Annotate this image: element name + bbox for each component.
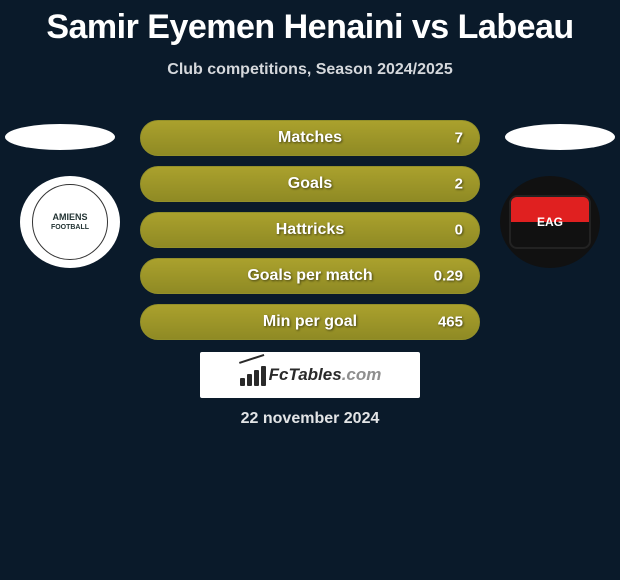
player-left-ellipse (5, 124, 115, 150)
stat-row: Matches 7 (140, 120, 480, 156)
stat-label: Goals (288, 175, 332, 193)
club-badge-right-inner: EAG (509, 195, 591, 249)
stat-label: Hattricks (276, 221, 344, 239)
club-badge-left-inner: AMIENS FOOTBALL (32, 184, 108, 260)
player-right-ellipse (505, 124, 615, 150)
comparison-card: Samir Eyemen Henaini vs Labeau Club comp… (0, 0, 620, 580)
stat-row: Goals per match 0.29 (140, 258, 480, 294)
stat-value-right: 2 (455, 176, 463, 193)
stat-value-right: 465 (438, 314, 463, 331)
source-logo: FcTables.com (200, 352, 420, 398)
club-right-name: EAG (537, 216, 563, 229)
stat-value-right: 0 (455, 222, 463, 239)
club-badge-left: AMIENS FOOTBALL (20, 176, 120, 268)
club-badge-right: EAG (500, 176, 600, 268)
stat-row: Min per goal 465 (140, 304, 480, 340)
barchart-icon (239, 364, 265, 386)
source-name: FcTables.com (269, 365, 382, 385)
stat-value-right: 0.29 (434, 268, 463, 285)
stat-bars: Matches 7 Goals 2 Hattricks 0 Goals per … (140, 120, 480, 340)
source-suffix: .com (342, 365, 382, 384)
stat-label: Goals per match (247, 267, 372, 285)
page-title: Samir Eyemen Henaini vs Labeau (0, 8, 620, 47)
stat-label: Matches (278, 129, 342, 147)
stat-row: Hattricks 0 (140, 212, 480, 248)
club-left-name: AMIENS (52, 213, 87, 222)
stat-row: Goals 2 (140, 166, 480, 202)
source-site: FcTables (269, 365, 342, 384)
snapshot-date: 22 november 2024 (0, 410, 620, 428)
page-subtitle: Club competitions, Season 2024/2025 (0, 61, 620, 79)
stat-value-right: 7 (455, 130, 463, 147)
stat-label: Min per goal (263, 313, 357, 331)
club-left-sub: FOOTBALL (51, 224, 89, 231)
